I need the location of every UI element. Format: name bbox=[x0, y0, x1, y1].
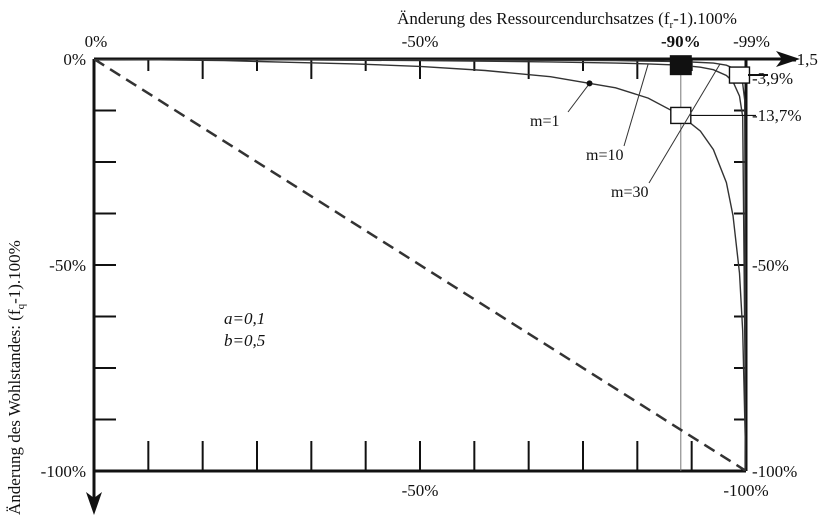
x-axis-title-sub: r bbox=[669, 19, 673, 31]
x-tick-top-0: 0% bbox=[85, 32, 108, 51]
callout-leader-m-30 bbox=[648, 63, 721, 184]
marker-filled-box bbox=[669, 55, 692, 76]
y-axis-title: Änderung des Wohlstandes: (fq-1).100% bbox=[5, 240, 27, 515]
param-b: b=0,5 bbox=[224, 331, 265, 350]
y-tick-left-0: 0% bbox=[63, 50, 86, 69]
x-axis-title: Änderung des Ressourcendurchsatzes (fr-1… bbox=[397, 9, 737, 31]
y-axis-title-main: Änderung des Wohlstandes: (f bbox=[5, 309, 24, 515]
x-axis-title-main: Änderung des Ressourcendurchsatzes (f bbox=[397, 9, 670, 28]
y-tick-left-50: -50% bbox=[49, 256, 86, 275]
x-axis-arrowhead bbox=[776, 51, 800, 67]
series-reference-dashed bbox=[94, 59, 746, 471]
marker-outline-box bbox=[670, 106, 692, 125]
y-tick-right-100: -100% bbox=[752, 462, 797, 481]
y-tick-right-13-7: -13,7% bbox=[752, 106, 802, 125]
y-axis-title-tail: -1).100% bbox=[5, 240, 24, 304]
y-tick-right-50: -50% bbox=[752, 256, 789, 275]
y-axis-title-sub: q bbox=[15, 303, 27, 309]
curve-label-m-30: m=30 bbox=[611, 184, 648, 201]
y-tick-right-1-5: -1,5 bbox=[791, 50, 818, 69]
curve-label-m-1: m=1 bbox=[530, 113, 559, 130]
series-m-1 bbox=[94, 59, 746, 471]
frame-ticks bbox=[94, 59, 746, 471]
callouts: m=1 m=10 m=30 bbox=[530, 63, 721, 201]
callout-dot-m-1 bbox=[586, 80, 593, 87]
markers bbox=[669, 55, 751, 125]
y-axis-arrowhead bbox=[86, 492, 102, 515]
callout-leader-m-1 bbox=[567, 83, 590, 113]
series-m-30 bbox=[94, 59, 746, 471]
y-tick-right-3-9: -3,9% bbox=[752, 69, 793, 88]
x-axis-title-tail: -1).100% bbox=[673, 9, 737, 28]
x-tick-top-50: -50% bbox=[402, 32, 439, 51]
x-tick-bottom-100: -100% bbox=[723, 481, 768, 500]
x-tick-bottom-50: -50% bbox=[402, 481, 439, 500]
x-tick-top-99: -99% bbox=[733, 32, 770, 51]
marker-outline-box bbox=[728, 66, 751, 84]
curve-label-m-10: m=10 bbox=[586, 147, 623, 164]
y-tick-left-100: -100% bbox=[41, 462, 86, 481]
x-tick-top-90: -90% bbox=[661, 32, 701, 51]
curves bbox=[94, 59, 746, 471]
callout-leader-m-10 bbox=[623, 63, 649, 147]
tick-labels: 0% -50% -90% -99% -50% -100% 0% -50% -100% -1,5-3… bbox=[41, 32, 818, 500]
param-a: a=0,1 bbox=[224, 309, 265, 328]
